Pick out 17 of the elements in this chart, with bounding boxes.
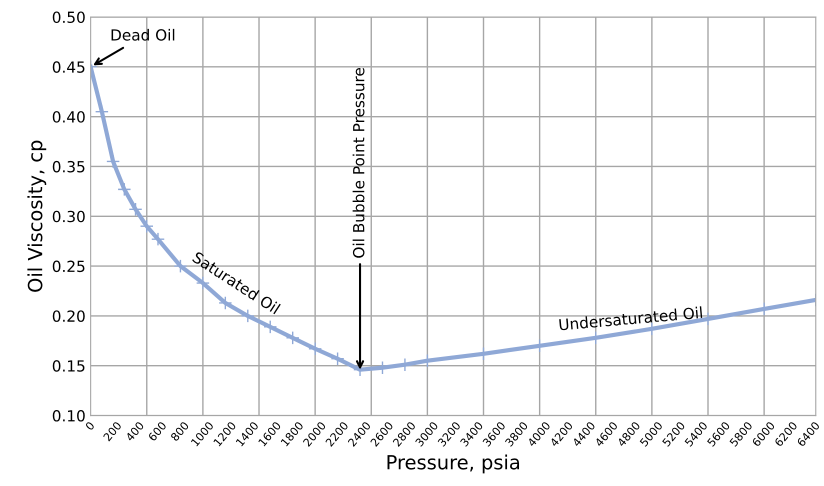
y-tick-label: 0.35: [52, 160, 84, 172]
y-tick-label: 0.45: [52, 61, 84, 73]
y-tick-label: 0.50: [52, 11, 85, 24]
x-tick-label: 400: [125, 421, 144, 442]
y-tick-label: 0.25: [52, 260, 84, 272]
y-axis-title: Oil Viscosity, cp: [27, 140, 46, 292]
y-tick-label: 0.20: [52, 310, 85, 322]
y-tick-label: 0.30: [52, 210, 85, 222]
x-tick-label: 0: [84, 421, 95, 431]
x-tick-label: 600: [148, 421, 167, 442]
annotation: Undersaturated Oil: [559, 306, 702, 331]
annotation: Oil Bubble Point Pressure: [352, 68, 364, 258]
y-tick-label: 0.40: [52, 111, 85, 123]
annotation: Dead Oil: [112, 28, 174, 41]
y-tick-label: 0.15: [52, 360, 84, 372]
y-tick-label: 0.10: [52, 410, 85, 422]
x-axis-title: Pressure, psia: [388, 454, 520, 474]
